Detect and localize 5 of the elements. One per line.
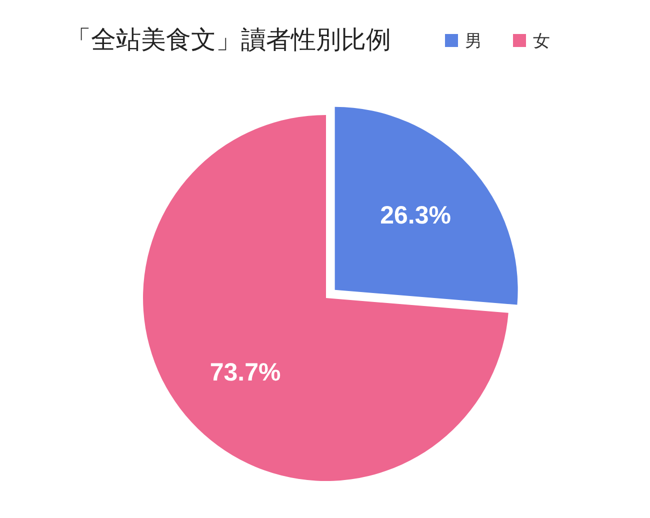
legend-label: 男 bbox=[465, 32, 482, 50]
legend-label: 女 bbox=[533, 32, 550, 50]
data-label: 26.3% bbox=[380, 201, 452, 230]
data-label: 73.7% bbox=[210, 358, 281, 386]
chart-title: 「全站美食文」讀者性別比例 bbox=[66, 26, 391, 54]
